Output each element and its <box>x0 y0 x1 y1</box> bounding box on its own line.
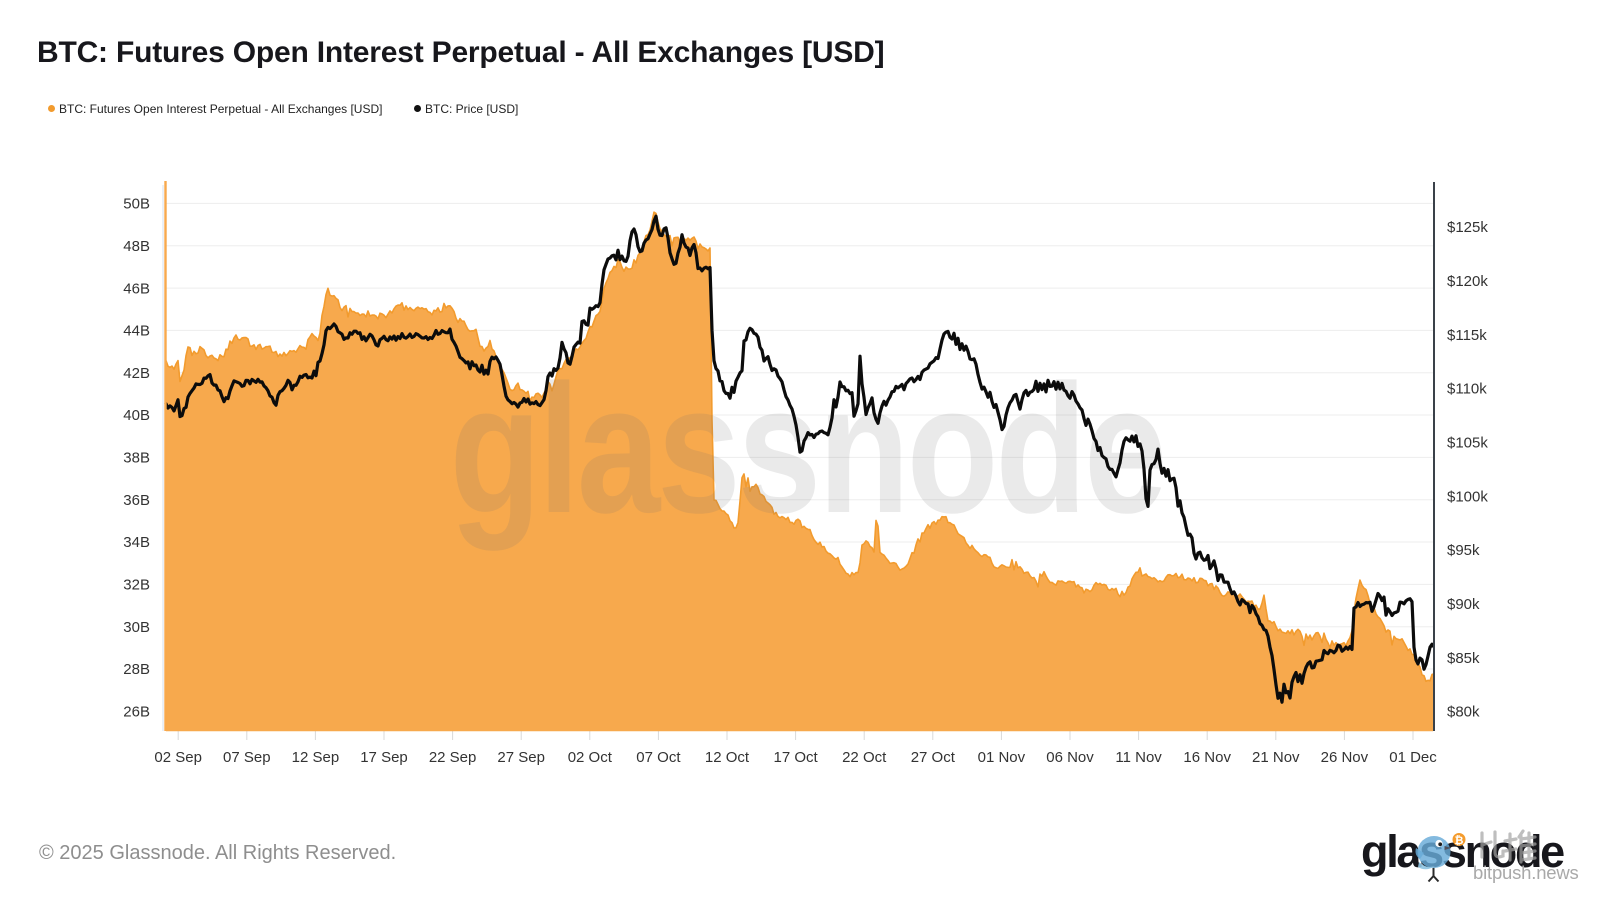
svg-text:02 Oct: 02 Oct <box>568 749 613 766</box>
svg-text:36B: 36B <box>123 492 150 509</box>
svg-text:01 Nov: 01 Nov <box>978 749 1026 766</box>
svg-text:17 Sep: 17 Sep <box>360 749 408 766</box>
svg-text:46B: 46B <box>123 280 150 297</box>
svg-text:26 Nov: 26 Nov <box>1321 749 1369 766</box>
svg-text:$105k: $105k <box>1447 435 1488 452</box>
svg-text:28B: 28B <box>123 661 150 678</box>
svg-text:17 Oct: 17 Oct <box>774 749 819 766</box>
svg-text:30B: 30B <box>123 619 150 636</box>
svg-text:$110k: $110k <box>1447 381 1487 398</box>
svg-text:11 Nov: 11 Nov <box>1115 749 1162 766</box>
svg-text:32B: 32B <box>123 577 150 594</box>
svg-text:02 Sep: 02 Sep <box>154 749 202 766</box>
svg-text:27 Oct: 27 Oct <box>911 749 956 766</box>
svg-text:07 Oct: 07 Oct <box>636 749 681 766</box>
svg-text:44B: 44B <box>123 323 150 340</box>
svg-text:$90k: $90k <box>1447 596 1480 613</box>
svg-text:16 Nov: 16 Nov <box>1183 749 1231 766</box>
svg-text:21 Nov: 21 Nov <box>1252 749 1300 766</box>
svg-text:glassnode: glassnode <box>450 348 1165 551</box>
svg-text:38B: 38B <box>123 450 150 467</box>
svg-text:06 Nov: 06 Nov <box>1046 749 1094 766</box>
svg-text:bitpush.news: bitpush.news <box>1473 862 1579 883</box>
svg-text:22 Sep: 22 Sep <box>429 749 477 766</box>
svg-text:50B: 50B <box>123 196 150 213</box>
svg-text:26B: 26B <box>123 704 150 721</box>
svg-text:$100k: $100k <box>1447 488 1488 505</box>
svg-text:01 Dec: 01 Dec <box>1389 749 1437 766</box>
svg-text:40B: 40B <box>123 407 150 424</box>
svg-text:42B: 42B <box>123 365 150 382</box>
svg-text:$115k: $115k <box>1447 327 1487 344</box>
svg-text:₿: ₿ <box>1455 835 1464 847</box>
svg-text:48B: 48B <box>123 238 150 255</box>
svg-text:$120k: $120k <box>1447 273 1488 290</box>
svg-text:$80k: $80k <box>1447 704 1480 721</box>
svg-text:12 Sep: 12 Sep <box>292 749 340 766</box>
svg-text:12 Oct: 12 Oct <box>705 749 750 766</box>
svg-text:34B: 34B <box>123 534 150 551</box>
svg-text:27 Sep: 27 Sep <box>497 749 545 766</box>
svg-text:07 Sep: 07 Sep <box>223 749 271 766</box>
svg-text:$125k: $125k <box>1447 219 1488 236</box>
svg-text:22 Oct: 22 Oct <box>842 749 887 766</box>
svg-text:$95k: $95k <box>1447 542 1480 559</box>
svg-text:$85k: $85k <box>1447 650 1480 667</box>
